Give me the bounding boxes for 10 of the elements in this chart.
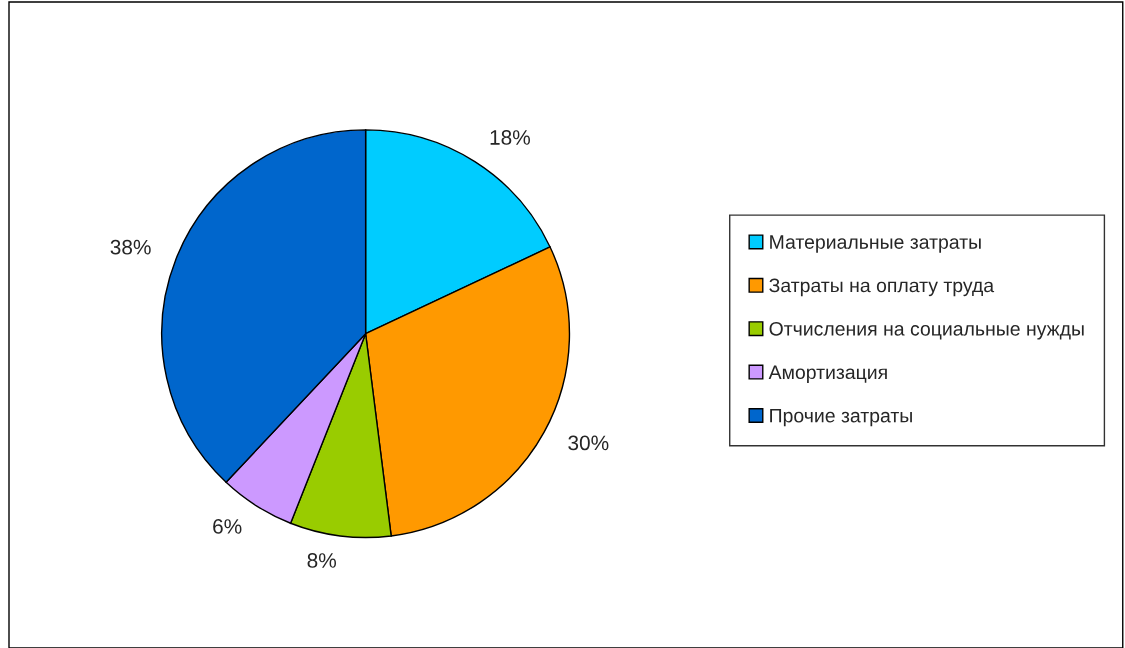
legend-label: Отчисления на социальные нужды bbox=[769, 321, 1084, 340]
data-label: 6% bbox=[213, 519, 242, 534]
data-label: 8% bbox=[307, 553, 337, 568]
legend-label: Прочие затраты bbox=[770, 408, 912, 427]
data-label: 18% bbox=[490, 130, 530, 145]
data-label: 38% bbox=[110, 239, 151, 255]
legend-label: Материальные затраты bbox=[770, 235, 981, 253]
data-label: 30% bbox=[568, 435, 609, 451]
legend-label: Амортизация bbox=[768, 365, 887, 383]
legend-label: Затраты на оплату труда bbox=[769, 278, 995, 297]
